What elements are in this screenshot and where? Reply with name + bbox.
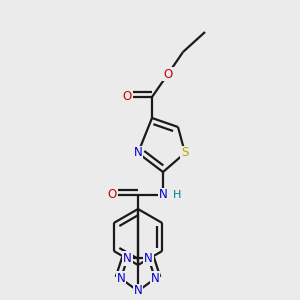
Text: N: N bbox=[134, 146, 142, 160]
Text: H: H bbox=[173, 190, 181, 200]
Text: O: O bbox=[122, 91, 132, 103]
Text: O: O bbox=[107, 188, 117, 202]
Text: O: O bbox=[164, 68, 172, 80]
Text: N: N bbox=[134, 284, 142, 298]
Text: N: N bbox=[116, 272, 125, 285]
Text: N: N bbox=[151, 272, 160, 285]
Text: N: N bbox=[159, 188, 167, 202]
Text: N: N bbox=[123, 252, 132, 265]
Text: N: N bbox=[144, 252, 153, 265]
Text: S: S bbox=[181, 146, 189, 160]
